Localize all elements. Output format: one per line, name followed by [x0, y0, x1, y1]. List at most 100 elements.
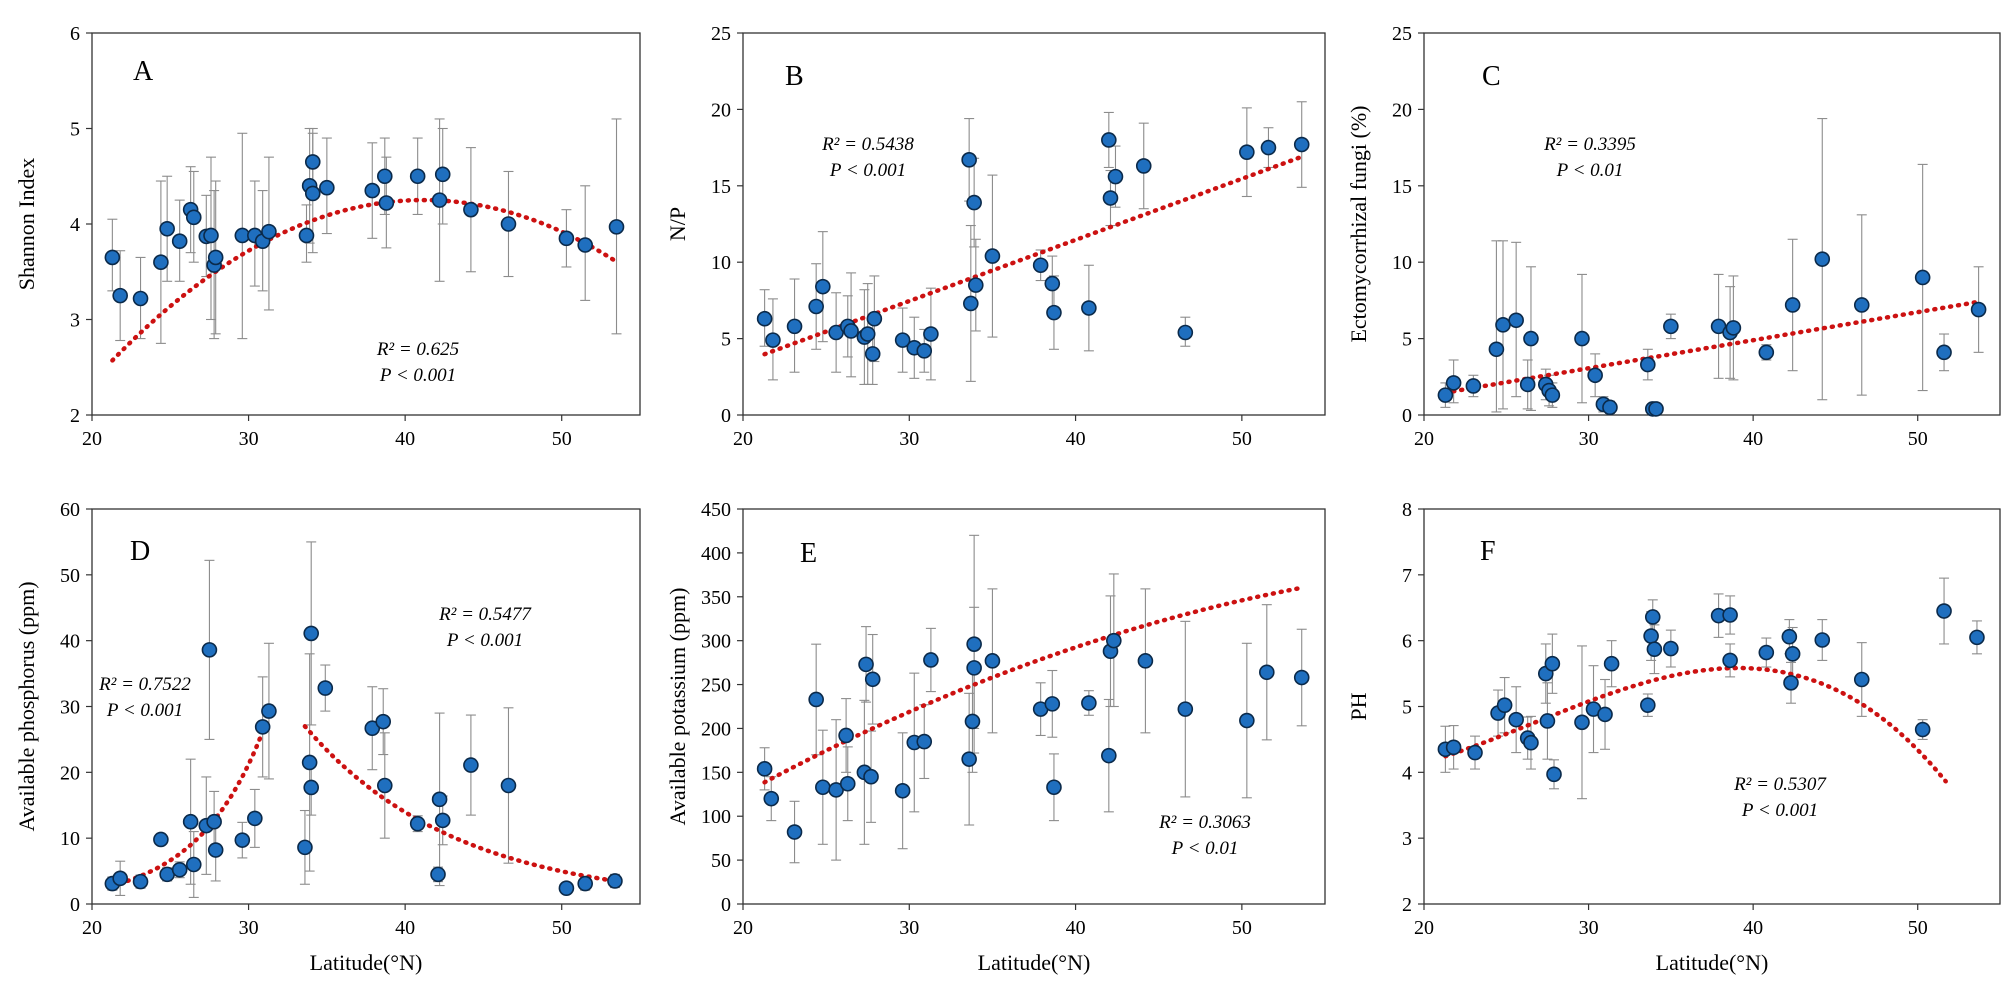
data-point: [1644, 609, 1661, 625]
x-tick-label: 30: [899, 428, 919, 450]
x-axis-label: Latitude(°N): [310, 950, 423, 975]
data-point: [247, 810, 263, 827]
data-point: [1445, 375, 1462, 391]
y-tick-label: 6: [1402, 631, 1412, 653]
data-point: [1467, 744, 1483, 761]
panel-letter: F: [1480, 536, 1496, 567]
data-point: [607, 873, 623, 889]
data-point: [431, 192, 448, 208]
data-point: [1523, 734, 1539, 751]
data-point: [1640, 697, 1656, 713]
data-point: [984, 248, 1001, 264]
data-point: [839, 775, 856, 792]
data-point: [1177, 324, 1194, 341]
data-point: [1725, 320, 1742, 336]
r-squared-label: R² = 0.5438: [821, 134, 914, 155]
trend-line-2: [302, 724, 618, 884]
data-point: [1722, 607, 1738, 623]
data-point: [843, 323, 859, 339]
data-point: [1044, 696, 1061, 712]
data-point: [1495, 317, 1511, 333]
data-point: [1969, 629, 1985, 646]
plot-frame: [742, 32, 1326, 416]
data-point: [1135, 158, 1152, 174]
data-point: [298, 227, 315, 244]
data-point: [132, 873, 149, 890]
data-point: [577, 875, 594, 892]
y-tick-label: 5: [1402, 697, 1412, 719]
x-tick-label: 50: [552, 428, 572, 450]
trend-line: [1443, 299, 1981, 395]
y-tick-label: 350: [701, 587, 731, 609]
y-tick-label: 15: [1392, 176, 1412, 198]
panel-letter: D: [130, 536, 150, 567]
data-point: [112, 287, 128, 304]
data-point: [500, 777, 517, 794]
x-tick-label: 50: [1232, 428, 1252, 450]
data-point: [1508, 312, 1524, 329]
r-squared-label: R² = 0.3063: [1158, 812, 1251, 833]
data-point: [808, 691, 824, 708]
data-point: [132, 290, 149, 307]
data-point: [894, 332, 911, 348]
data-point: [500, 216, 517, 232]
data-point: [1781, 628, 1798, 645]
y-tick-label: 0: [721, 405, 731, 427]
data-point: [1646, 641, 1663, 658]
data-point: [756, 761, 773, 777]
y-tick-label: 200: [701, 718, 731, 740]
plot-frame: [742, 508, 1326, 905]
data-point: [304, 154, 321, 170]
x-tick-label: 20: [1414, 428, 1434, 450]
data-point: [1758, 344, 1775, 361]
y-tick-label: 20: [1392, 99, 1412, 121]
data-point: [1523, 330, 1539, 347]
x-tick-label: 40: [1066, 428, 1086, 450]
data-point: [409, 168, 426, 185]
y-tick-label: 3: [70, 310, 80, 332]
y-tick-label: 400: [701, 543, 731, 565]
data-point: [558, 880, 575, 897]
trend-line: [762, 155, 1303, 357]
data-point: [966, 636, 982, 652]
y-tick-label: 100: [701, 806, 731, 828]
data-point: [234, 832, 251, 848]
data-point: [923, 326, 939, 342]
data-point: [1101, 132, 1117, 148]
data-point: [815, 278, 831, 295]
y-tick-label: 10: [60, 828, 80, 850]
data-point: [838, 727, 854, 744]
data-point: [1137, 653, 1154, 669]
data-point: [1106, 632, 1122, 649]
y-axis-label: Available potassium (ppm): [665, 588, 690, 826]
data-point: [964, 713, 981, 730]
data-point: [153, 831, 169, 848]
plot-frame: [1423, 32, 2001, 416]
data-point: [1437, 387, 1454, 403]
x-tick-label: 20: [733, 428, 753, 450]
data-point: [1046, 779, 1062, 796]
p-value-label: P < 0.001: [106, 700, 183, 721]
data-point: [297, 839, 313, 856]
y-tick-label: 7: [1402, 565, 1412, 587]
trend-line: [762, 585, 1303, 785]
x-tick-label: 20: [82, 428, 102, 450]
data-point: [1293, 669, 1310, 686]
data-point: [1914, 269, 1931, 286]
x-axis-label: Latitude(°N): [978, 950, 1091, 975]
data-point: [763, 790, 780, 807]
y-tick-label: 10: [711, 252, 731, 274]
data-point: [159, 220, 175, 237]
data-point: [364, 182, 381, 199]
x-tick-label: 40: [395, 917, 415, 939]
data-point: [1046, 304, 1062, 321]
data-point: [254, 719, 271, 735]
data-point: [1539, 713, 1556, 729]
data-point: [261, 703, 277, 719]
data-point: [923, 652, 939, 668]
data-point: [303, 625, 320, 642]
data-point: [1603, 655, 1620, 672]
p-value-label: P < 0.001: [829, 160, 906, 181]
x-tick-label: 30: [239, 917, 259, 939]
data-point: [1597, 706, 1613, 723]
